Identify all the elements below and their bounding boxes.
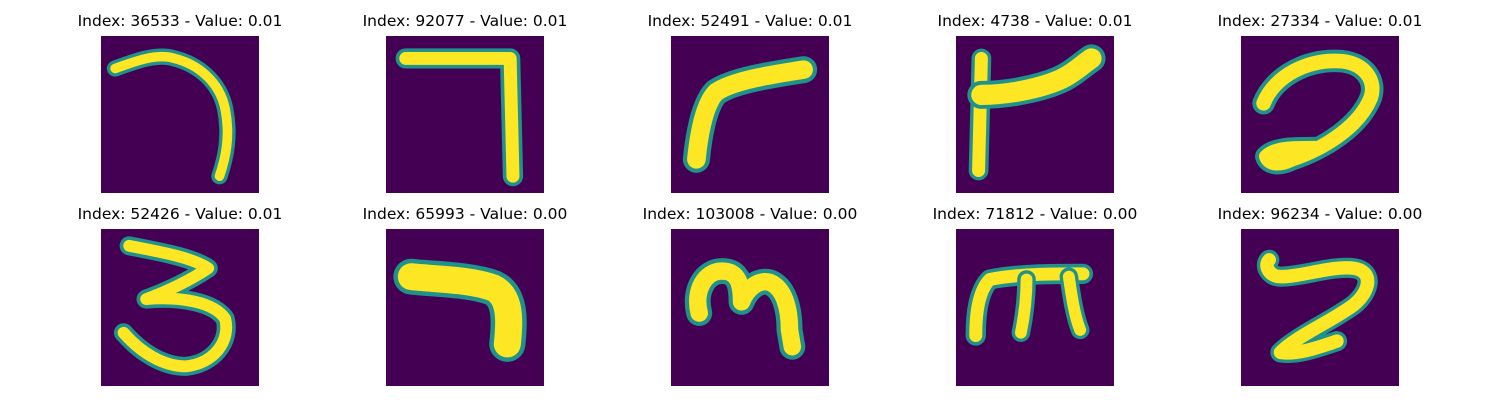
image-panel: Index: 103008 - Value: 0.00 (605, 204, 895, 394)
panel-title: Index: 36533 - Value: 0.01 (77, 12, 283, 30)
digit-image (671, 229, 829, 386)
image-panel: Index: 4738 - Value: 0.01 (890, 11, 1180, 201)
digit-image (956, 36, 1114, 193)
panel-title: Index: 27334 - Value: 0.01 (1217, 12, 1423, 30)
panel-title: Index: 71812 - Value: 0.00 (932, 205, 1138, 223)
image-panel: Index: 52491 - Value: 0.01 (605, 11, 895, 201)
digit-image (1241, 36, 1399, 193)
panel-title: Index: 103008 - Value: 0.00 (642, 205, 858, 223)
digit-image (671, 36, 829, 193)
digit-image (101, 36, 259, 193)
panel-title: Index: 92077 - Value: 0.01 (362, 12, 568, 30)
panel-title: Index: 52491 - Value: 0.01 (647, 12, 853, 30)
digit-image (386, 36, 544, 193)
image-panel: Index: 65993 - Value: 0.00 (320, 204, 610, 394)
image-panel: Index: 27334 - Value: 0.01 (1175, 11, 1465, 201)
image-panel: Index: 92077 - Value: 0.01 (320, 11, 610, 201)
digit-image (101, 229, 259, 386)
image-panel: Index: 71812 - Value: 0.00 (890, 204, 1180, 394)
digit-image (386, 229, 544, 386)
image-panel: Index: 52426 - Value: 0.01 (35, 204, 325, 394)
panel-title: Index: 96234 - Value: 0.00 (1217, 205, 1423, 223)
digit-image (956, 229, 1114, 386)
image-panel: Index: 96234 - Value: 0.00 (1175, 204, 1465, 394)
panel-title: Index: 52426 - Value: 0.01 (77, 205, 283, 223)
panel-title: Index: 4738 - Value: 0.01 (937, 12, 1133, 30)
panel-title: Index: 65993 - Value: 0.00 (362, 205, 568, 223)
image-panel: Index: 36533 - Value: 0.01 (35, 11, 325, 201)
digit-image (1241, 229, 1399, 386)
